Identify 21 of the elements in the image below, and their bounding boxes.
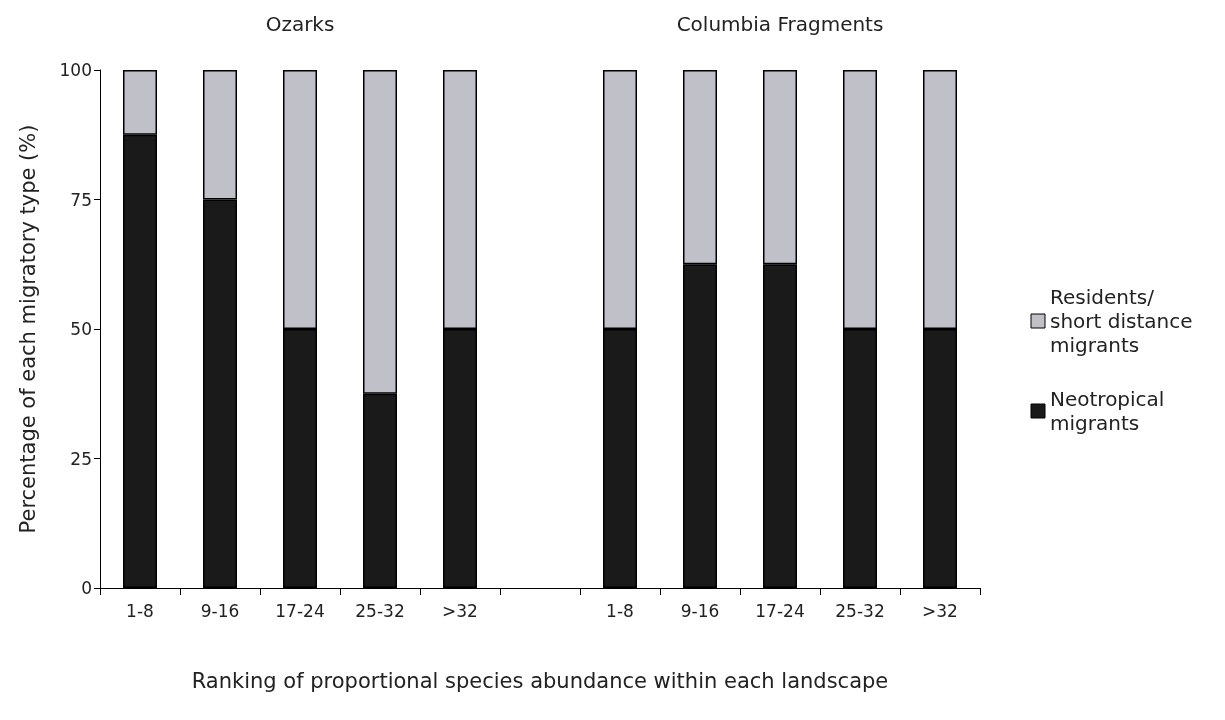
- text: Ozarks: [265, 12, 335, 36]
- y-tick-label: 100: [59, 60, 92, 80]
- x-tick-label: 25-32: [355, 600, 405, 621]
- x-tick-label: 9-16: [680, 600, 720, 621]
- x-tick-label: 17-24: [275, 600, 325, 621]
- x-axis-title: Ranking of proportional species abundance within each landscape: [191, 669, 889, 693]
- legend-label: Neotropical migrants: [1050, 387, 1171, 435]
- x-tick-label: 25-32: [835, 600, 885, 621]
- x-tick-label: 1-8: [606, 600, 634, 621]
- legend-label: Residents/ short distance migrants: [1050, 285, 1199, 357]
- x-tick-label: >32: [922, 600, 958, 621]
- x-tick-label: >32: [442, 600, 478, 621]
- y-tick-label: 0: [81, 578, 92, 598]
- y-tick-label: 25: [70, 448, 92, 469]
- y-tick-label: 50: [70, 319, 92, 339]
- x-tick-label: 1-8: [126, 600, 154, 621]
- y-tick-label: 75: [70, 189, 92, 210]
- x-tick-label: 17-24: [755, 600, 805, 621]
- text: Columbia Fragments: [676, 12, 884, 36]
- y-axis-title: Percentage of each migratory type (%): [15, 124, 40, 534]
- x-tick-label: 9-16: [200, 600, 240, 621]
